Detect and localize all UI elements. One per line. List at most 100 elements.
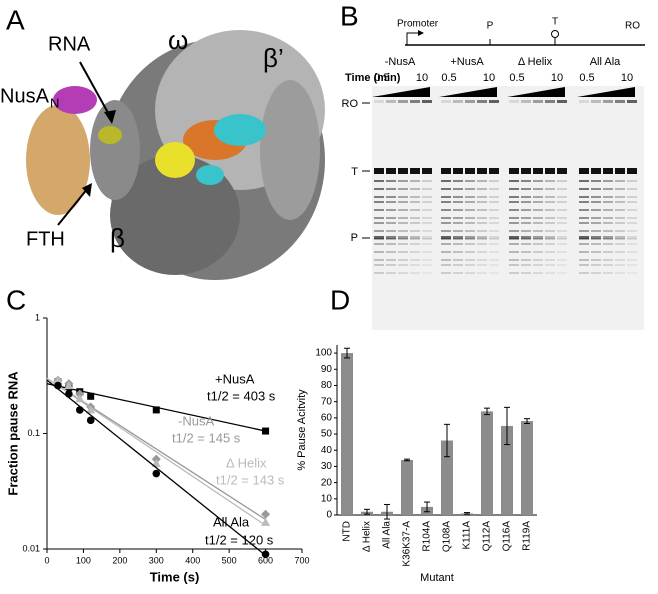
band [422, 201, 432, 203]
band [545, 272, 555, 274]
band [398, 168, 408, 174]
band [386, 236, 396, 239]
band [386, 272, 396, 274]
band [477, 259, 487, 261]
band [374, 272, 384, 274]
band [521, 168, 531, 174]
time-wedge [439, 87, 497, 97]
band [398, 264, 408, 266]
band [453, 217, 463, 219]
band [374, 251, 384, 253]
band [533, 222, 543, 224]
band [615, 230, 625, 232]
band [627, 168, 637, 174]
band [533, 180, 543, 182]
point [152, 406, 160, 414]
band [521, 217, 531, 219]
band [557, 264, 567, 266]
band [374, 100, 384, 103]
band [489, 188, 499, 190]
x-tick-label: 300 [149, 555, 164, 565]
panel-label: B [340, 0, 359, 31]
band [398, 259, 408, 261]
band [410, 201, 420, 203]
band [627, 236, 637, 239]
lane-label: All Ala [590, 56, 621, 68]
band [410, 251, 420, 253]
band [441, 201, 451, 203]
y-tick-label: 40 [321, 445, 333, 456]
y-tick-label: 90 [321, 364, 333, 375]
bar [441, 440, 453, 515]
x-tick-label: Δ Helix [362, 521, 373, 552]
band [521, 188, 531, 190]
band [603, 243, 613, 245]
band [422, 168, 432, 174]
y-axis-label: Fraction pause RNA [5, 371, 20, 496]
time-value: 0.5 [509, 72, 524, 84]
omega-label: ω [168, 25, 188, 55]
band [465, 230, 475, 232]
band [579, 196, 589, 198]
band [422, 209, 432, 211]
band [374, 201, 384, 203]
band [477, 180, 487, 182]
band [374, 188, 384, 190]
band [465, 251, 475, 253]
band [374, 230, 384, 232]
band [422, 217, 432, 219]
band [477, 264, 487, 266]
site-label: T [552, 17, 558, 28]
band [557, 217, 567, 219]
panel-a: A RNA ω β’ NusA N FTH β [0, 4, 325, 280]
band [533, 264, 543, 266]
band [374, 236, 384, 239]
band [509, 243, 519, 245]
band [521, 222, 531, 224]
protein-structure [26, 30, 325, 280]
band [591, 209, 601, 211]
band [465, 264, 475, 266]
band [579, 264, 589, 266]
band [453, 272, 463, 274]
band [615, 217, 625, 219]
band [489, 251, 499, 253]
band [509, 196, 519, 198]
band [615, 180, 625, 182]
band [521, 264, 531, 266]
band [477, 188, 487, 190]
band [603, 236, 613, 239]
point [261, 509, 271, 519]
band [627, 243, 637, 245]
fth-label: FTH [26, 228, 65, 250]
band [398, 243, 408, 245]
band [603, 168, 613, 174]
band [410, 209, 420, 211]
band [521, 238, 531, 240]
band [453, 168, 463, 174]
band [533, 236, 543, 239]
band [509, 188, 519, 190]
band [591, 264, 601, 266]
band [533, 217, 543, 219]
band [545, 209, 555, 211]
band [422, 238, 432, 240]
point [86, 405, 96, 414]
band [465, 217, 475, 219]
band [545, 196, 555, 198]
half-life-label: t1/2 = 143 s [216, 472, 285, 487]
band [521, 209, 531, 211]
band [465, 222, 475, 224]
band [509, 264, 519, 266]
x-tick-label: 100 [76, 555, 91, 565]
band [398, 209, 408, 211]
band [533, 238, 543, 240]
band [591, 236, 601, 239]
band [591, 217, 601, 219]
x-tick-label: R119A [522, 521, 533, 551]
band [557, 196, 567, 198]
band [557, 236, 567, 239]
band [453, 188, 463, 190]
band [545, 243, 555, 245]
